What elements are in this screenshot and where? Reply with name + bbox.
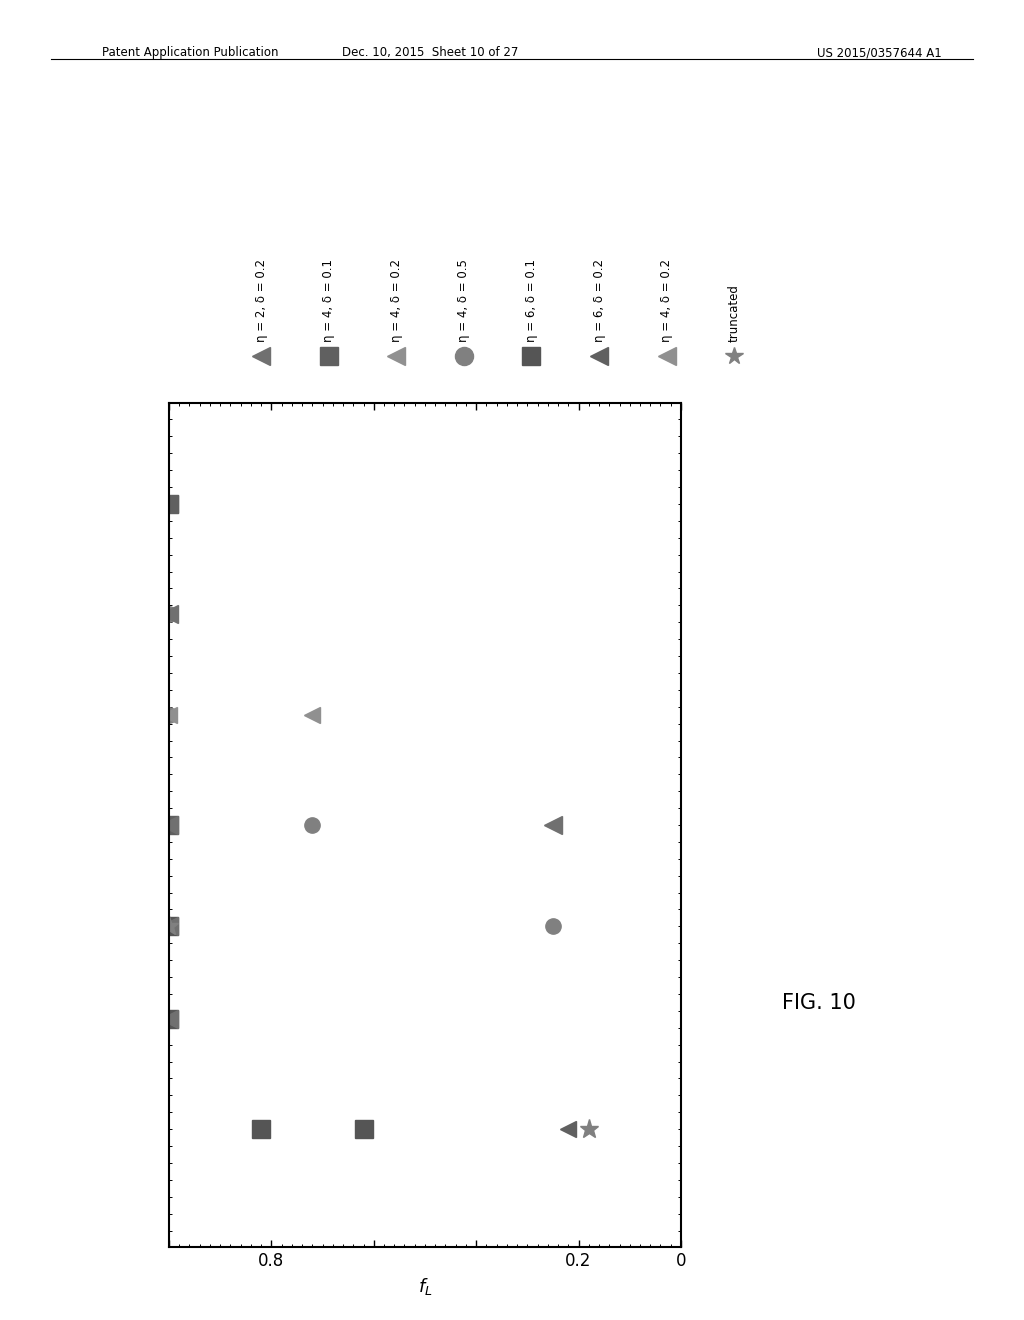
Text: Dec. 10, 2015  Sheet 10 of 27: Dec. 10, 2015 Sheet 10 of 27	[342, 46, 518, 59]
Text: US 2015/0357644 A1: US 2015/0357644 A1	[817, 46, 942, 59]
X-axis label: $f_L$: $f_L$	[418, 1276, 432, 1296]
Text: FIG. 10: FIG. 10	[782, 993, 856, 1014]
Text: η = 4, δ = 0.5: η = 4, δ = 0.5	[458, 259, 470, 342]
Text: η = 6, δ = 0.2: η = 6, δ = 0.2	[593, 259, 605, 342]
Text: η = 6, δ = 0.1: η = 6, δ = 0.1	[525, 259, 538, 342]
Text: Patent Application Publication: Patent Application Publication	[102, 46, 279, 59]
Text: truncated: truncated	[728, 284, 740, 342]
Text: η = 4, δ = 0.2: η = 4, δ = 0.2	[390, 259, 402, 342]
Text: η = 4, δ = 0.1: η = 4, δ = 0.1	[323, 259, 335, 342]
Text: η = 2, δ = 0.2: η = 2, δ = 0.2	[255, 259, 267, 342]
Text: η = 4, δ = 0.2: η = 4, δ = 0.2	[660, 259, 673, 342]
